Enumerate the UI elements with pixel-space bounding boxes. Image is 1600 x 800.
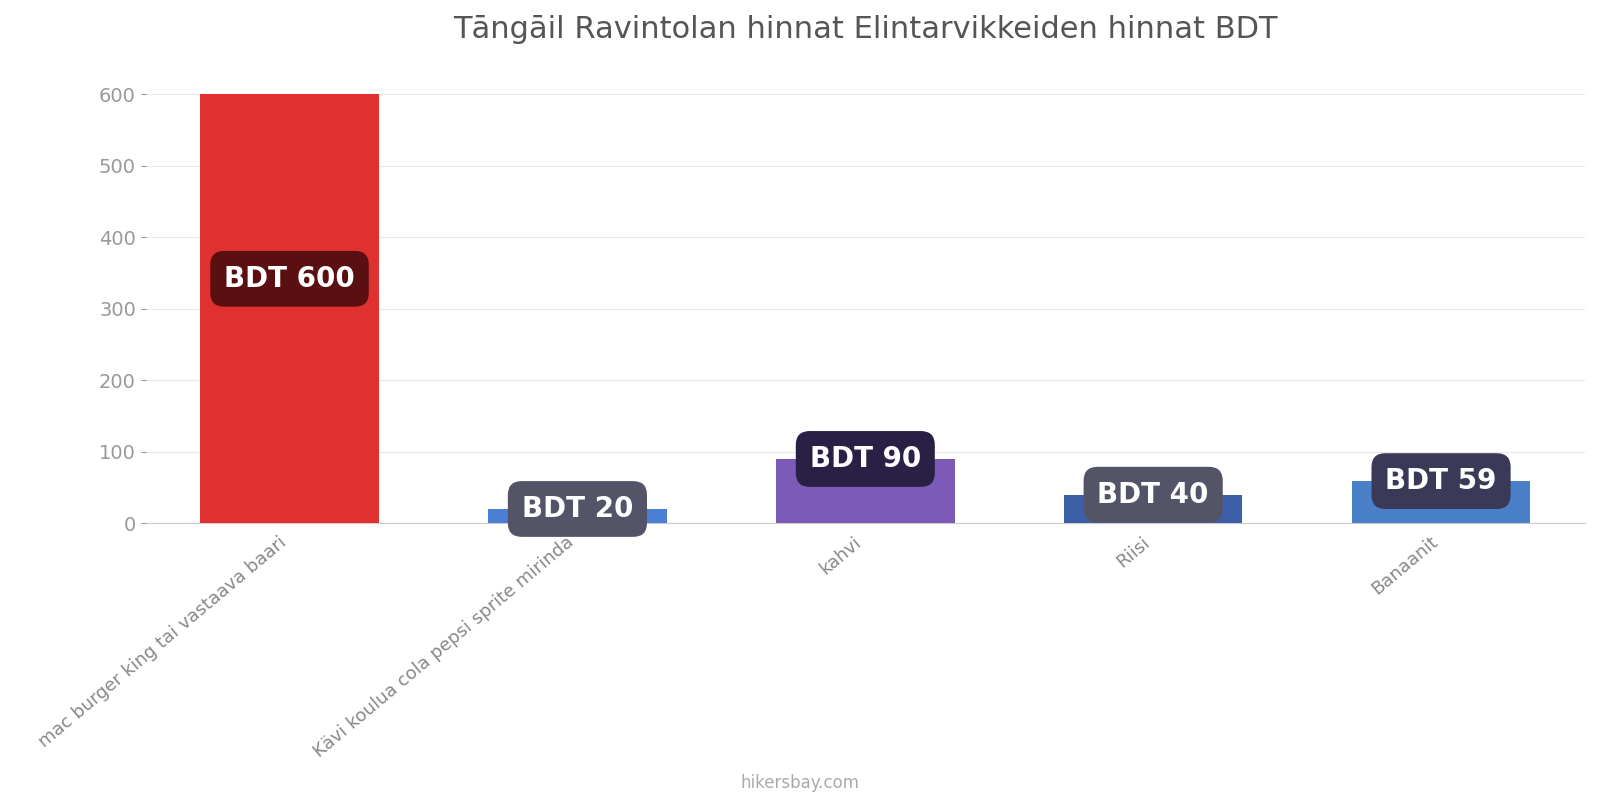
Text: BDT 90: BDT 90 bbox=[810, 445, 922, 473]
Bar bbox=[1352, 481, 1530, 523]
Text: BDT 20: BDT 20 bbox=[522, 495, 634, 523]
Bar bbox=[776, 459, 955, 523]
Bar bbox=[200, 94, 379, 523]
Text: hikersbay.com: hikersbay.com bbox=[741, 774, 859, 792]
Text: BDT 40: BDT 40 bbox=[1098, 481, 1210, 509]
Text: BDT 59: BDT 59 bbox=[1386, 467, 1496, 495]
Bar bbox=[1064, 494, 1243, 523]
Title: Tāngāil Ravintolan hinnat Elintarvikkeiden hinnat BDT: Tāngāil Ravintolan hinnat Elintarvikkeid… bbox=[453, 15, 1277, 44]
Text: BDT 600: BDT 600 bbox=[224, 265, 355, 293]
Bar bbox=[488, 509, 667, 523]
